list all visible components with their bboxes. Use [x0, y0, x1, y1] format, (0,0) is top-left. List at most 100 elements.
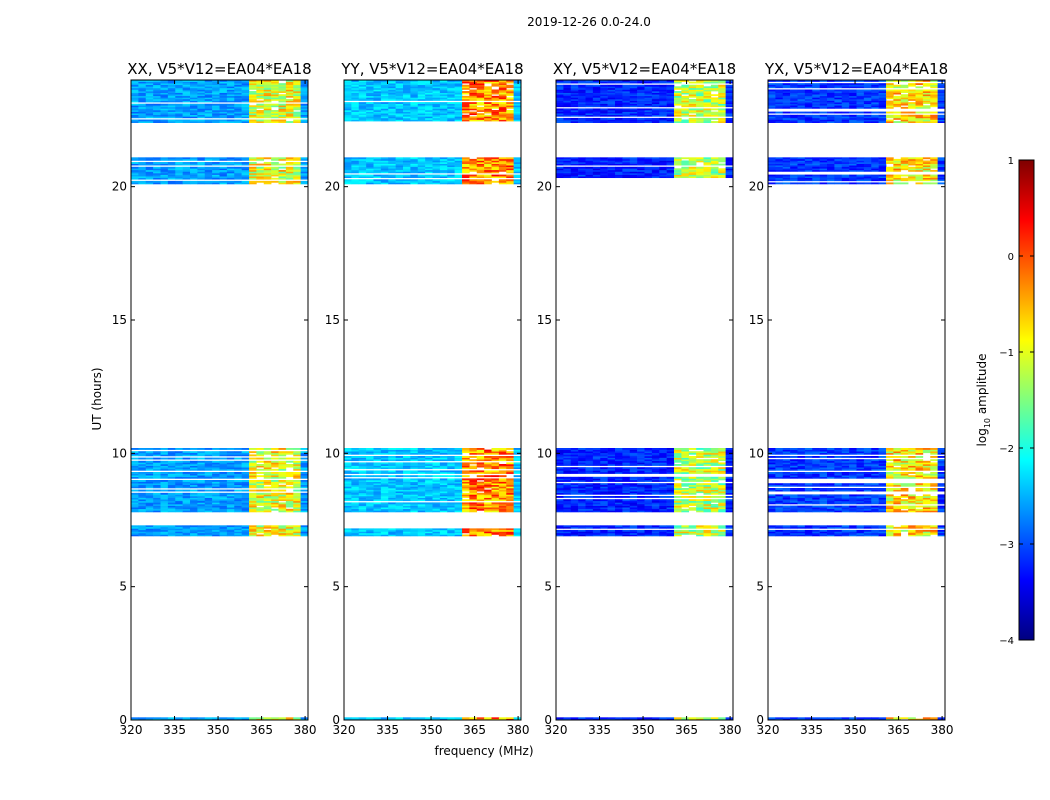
heatmap-cell	[615, 173, 623, 175]
heatmap-cell	[190, 525, 198, 528]
heatmap-cell	[484, 531, 492, 534]
heatmap-cell	[491, 465, 500, 468]
heatmap-cell	[131, 492, 139, 495]
heatmap-cell	[204, 103, 213, 106]
heatmap-cell	[469, 502, 478, 505]
heatmap-cell	[212, 528, 220, 531]
heatmap-cell	[263, 481, 272, 484]
heatmap-cell	[447, 451, 455, 454]
heatmap-cell	[182, 499, 191, 502]
heatmap-cell	[175, 504, 183, 506]
heatmap-cell	[592, 483, 601, 486]
heatmap-cell	[380, 449, 389, 452]
heatmap-cell	[138, 494, 147, 497]
heatmap-cell	[388, 169, 396, 172]
heatmap-cell	[380, 510, 389, 513]
heatmap-cell	[447, 81, 455, 84]
heatmap-cell	[447, 97, 455, 100]
heatmap-cell	[592, 456, 601, 458]
heatmap-cell	[447, 448, 455, 450]
heatmap-cell	[256, 114, 265, 117]
heatmap-cell	[351, 532, 360, 535]
heatmap-cell	[175, 116, 183, 119]
heatmap-cell	[388, 114, 396, 117]
heatmap-cell	[410, 472, 419, 474]
heatmap-cell	[410, 83, 419, 86]
heatmap-cell	[506, 486, 514, 489]
heatmap-cell	[651, 525, 660, 528]
heatmap-cell	[271, 180, 279, 183]
heatmap-cell	[725, 488, 734, 490]
heatmap-cell	[263, 531, 272, 534]
heatmap-cell	[556, 451, 564, 454]
heatmap-cell	[300, 180, 309, 183]
heatmap-cell	[241, 500, 250, 503]
heatmap-cell	[234, 472, 242, 474]
heatmap-cell	[600, 460, 608, 463]
heatmap-cell	[234, 718, 242, 721]
heatmap-cell	[491, 492, 500, 495]
heatmap-cell	[145, 97, 154, 100]
heatmap-cell	[234, 505, 242, 508]
heatmap-cell	[447, 528, 455, 531]
heatmap-cell	[644, 510, 653, 513]
heatmap-cell	[600, 502, 608, 505]
heatmap-cell	[563, 470, 572, 473]
heatmap-cell	[644, 174, 653, 177]
heatmap-cell	[607, 484, 616, 487]
heatmap-cell	[219, 83, 228, 86]
heatmap-cell	[491, 717, 500, 719]
heatmap-cell	[271, 499, 279, 502]
heatmap-cell	[190, 94, 198, 97]
heatmap-cell	[373, 494, 382, 497]
heatmap-cell	[696, 468, 704, 471]
heatmap-cell	[219, 121, 228, 123]
heatmap-cell	[344, 505, 352, 508]
heatmap-cell	[395, 92, 404, 95]
heatmap-cell	[592, 508, 601, 511]
heatmap-cell	[300, 448, 309, 450]
heatmap-cell	[637, 505, 645, 508]
heatmap-cell	[491, 494, 500, 497]
heatmap-cell	[263, 489, 272, 492]
heatmap-cell	[469, 483, 478, 486]
heatmap-cell	[637, 480, 645, 482]
heatmap-cell	[278, 462, 287, 465]
heatmap-cell	[395, 182, 404, 185]
heatmap-cell	[366, 507, 374, 510]
heatmap-cell	[563, 532, 572, 535]
heatmap-cell	[476, 508, 485, 511]
heatmap-cell	[351, 499, 360, 502]
heatmap-cell	[718, 464, 726, 466]
heatmap-cell	[388, 475, 396, 478]
heatmap-cell	[366, 531, 374, 534]
heatmap-cell	[204, 166, 213, 169]
heatmap-cell	[513, 110, 522, 112]
heatmap-cell	[454, 449, 463, 452]
heatmap-cell	[629, 483, 638, 486]
heatmap-cell	[358, 117, 367, 120]
heatmap-cell	[138, 448, 147, 450]
heatmap-cell	[182, 94, 191, 97]
heatmap-cell	[600, 489, 608, 492]
heatmap-cell	[212, 113, 220, 116]
heatmap-cell	[462, 488, 470, 490]
heatmap-cell	[615, 529, 623, 532]
heatmap-cell	[592, 462, 601, 465]
heatmap-cell	[351, 81, 360, 84]
heatmap-cell	[688, 468, 697, 471]
heatmap-cell	[585, 451, 594, 454]
heatmap-cell	[410, 508, 419, 511]
heatmap-cell	[219, 111, 228, 114]
heatmap-cell	[167, 532, 176, 535]
heatmap-cell	[373, 718, 382, 721]
heatmap-cell	[131, 174, 139, 177]
heatmap-cell	[395, 106, 404, 109]
heatmap-cell	[432, 94, 441, 97]
heatmap-cell	[491, 484, 500, 487]
heatmap-cell	[219, 180, 228, 183]
heatmap-cell	[425, 489, 433, 492]
heatmap-cell	[197, 121, 206, 123]
heatmap-cell	[578, 491, 586, 494]
heatmap-cell	[447, 108, 455, 111]
